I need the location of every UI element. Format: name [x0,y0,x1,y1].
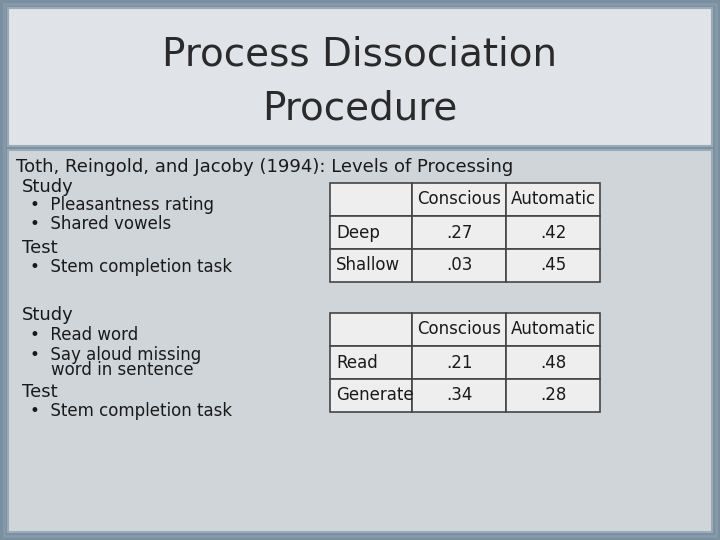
Bar [330,249,412,282]
Text: •  Stem completion task: • Stem completion task [30,402,232,420]
Bar [8,8,712,146]
Bar [330,346,412,379]
Text: .48: .48 [540,354,566,372]
Text: •  Read word: • Read word [30,326,138,344]
Bar [330,313,412,346]
Text: Process Dissociation: Process Dissociation [163,36,557,74]
Bar [506,379,600,412]
Text: .28: .28 [540,387,566,404]
Bar [506,216,600,249]
Text: .42: .42 [540,224,566,241]
Text: •  Stem completion task: • Stem completion task [30,258,232,276]
Bar [412,216,506,249]
Text: .34: .34 [446,387,472,404]
Text: .45: .45 [540,256,566,274]
Bar [412,346,506,379]
FancyBboxPatch shape [4,4,716,536]
Text: Study: Study [22,178,73,196]
Text: Study: Study [22,306,73,324]
Bar [412,183,506,216]
Text: .27: .27 [446,224,472,241]
Bar [506,183,600,216]
Text: •  Say aloud missing: • Say aloud missing [30,346,202,364]
Text: •  Pleasantness rating: • Pleasantness rating [30,196,214,214]
Text: Automatic: Automatic [510,321,595,339]
Bar [506,249,600,282]
Bar [330,216,412,249]
Text: Generate: Generate [336,387,413,404]
Bar [412,313,506,346]
Text: .21: .21 [446,354,472,372]
Text: Test: Test [22,383,58,401]
Text: Conscious: Conscious [417,321,501,339]
Bar [8,150,712,532]
Text: Procedure: Procedure [262,89,458,127]
Bar [412,249,506,282]
Bar [506,313,600,346]
Bar [412,379,506,412]
Bar [506,346,600,379]
Text: .03: .03 [446,256,472,274]
Text: Toth, Reingold, and Jacoby (1994): Levels of Processing: Toth, Reingold, and Jacoby (1994): Level… [16,158,513,176]
Bar [330,379,412,412]
Text: Deep: Deep [336,224,380,241]
Text: word in sentence: word in sentence [30,361,194,379]
Text: Automatic: Automatic [510,191,595,208]
Text: Read: Read [336,354,378,372]
Text: •  Shared vowels: • Shared vowels [30,215,171,233]
Text: Test: Test [22,239,58,257]
Bar [330,183,412,216]
Text: Conscious: Conscious [417,191,501,208]
Text: Shallow: Shallow [336,256,400,274]
